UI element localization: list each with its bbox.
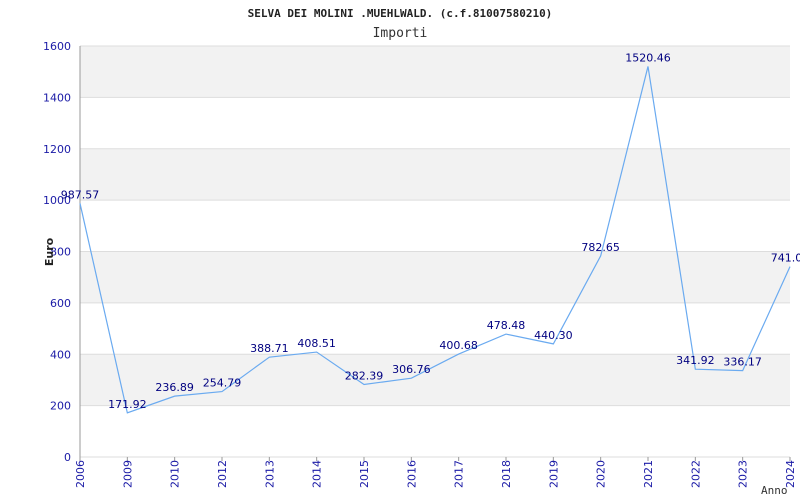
- grid-band: [80, 251, 790, 303]
- data-label: 254.79: [203, 377, 242, 390]
- y-tick-label: 0: [64, 451, 71, 464]
- x-tick-label: 2019: [547, 460, 560, 488]
- data-label: 306.76: [392, 363, 431, 376]
- y-tick-label: 1000: [43, 194, 71, 207]
- x-tick-label: 2009: [121, 460, 134, 488]
- x-tick-label: 2024: [784, 460, 797, 488]
- grid-band: [80, 148, 790, 201]
- x-tick-label: 2012: [216, 460, 229, 488]
- data-label: 171.92: [108, 398, 147, 411]
- series-line: [79, 66, 791, 414]
- y-tick-label: 1400: [43, 91, 71, 104]
- x-tick-label: 2018: [500, 460, 513, 488]
- y-axis-ticks: 0 200 400 600 800 1000 1200 1400 1600: [43, 40, 71, 464]
- y-tick-label: 1200: [43, 143, 71, 156]
- data-label: 400.68: [439, 339, 478, 352]
- x-tick-label: 2017: [453, 460, 466, 488]
- x-tick-label: 2021: [642, 460, 655, 488]
- x-tick-label: 2013: [263, 460, 276, 488]
- gridlines: [80, 45, 790, 458]
- y-axis-label: Euro: [43, 237, 56, 266]
- x-tick-label: 2016: [405, 460, 418, 488]
- x-tick-label: 2015: [358, 460, 371, 488]
- x-tick-label: 2014: [311, 460, 324, 488]
- data-label: 388.71: [250, 342, 289, 355]
- x-tick-label: 2010: [169, 460, 182, 488]
- grid-band: [80, 46, 790, 98]
- y-tick-label: 600: [50, 297, 71, 310]
- data-label: 478.48: [487, 319, 526, 332]
- y-tick-label: 200: [50, 400, 71, 413]
- data-label: 782.65: [581, 241, 620, 254]
- chart-subtitle: Importi: [373, 26, 428, 41]
- y-tick-label: 800: [50, 246, 71, 259]
- y-tick-label: 1600: [43, 40, 71, 53]
- x-axis-ticks: 2006 2009 2010 2012 2013 2014 2015 2016 2017 2018…: [74, 457, 797, 488]
- data-labels: 987.57 171.92 236.89 254.79 388.71 408.51 282.…: [61, 51, 800, 410]
- data-label: 341.92: [676, 354, 715, 367]
- grid-band: [80, 354, 790, 406]
- data-label: 408.51: [297, 337, 336, 350]
- data-label: 987.57: [61, 188, 100, 201]
- x-tick-label: 2020: [595, 460, 608, 488]
- data-label: 1520.46: [625, 51, 671, 64]
- chart-title: SELVA DEI MOLINI .MUEHLWALD. (c.f.810075…: [248, 7, 553, 20]
- x-tick-label: 2022: [689, 460, 702, 488]
- y-tick-label: 400: [50, 348, 71, 361]
- data-label: 336.17: [723, 356, 762, 369]
- x-tick-label: 2023: [737, 460, 750, 488]
- plot-background: [80, 46, 790, 406]
- data-label: 282.39: [345, 369, 384, 382]
- x-tick-label: 2006: [74, 460, 87, 488]
- data-label: 440.30: [534, 329, 573, 342]
- x-axis-label: Anno: [761, 484, 788, 497]
- data-label: 741.01: [771, 252, 800, 265]
- data-label: 236.89: [155, 381, 194, 394]
